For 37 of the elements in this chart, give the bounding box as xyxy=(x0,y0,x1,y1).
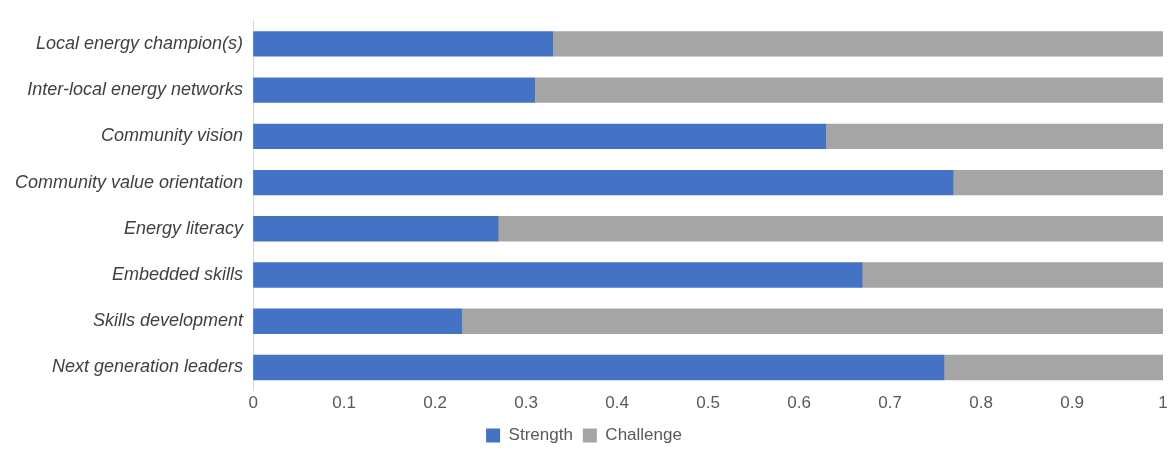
x-tick-label: 1 xyxy=(1158,393,1168,413)
y-tick-label: Skills development xyxy=(93,310,245,331)
bar xyxy=(253,308,463,334)
bar xyxy=(253,169,954,196)
y-tick-label: Inter-local energy networks xyxy=(27,79,244,100)
bar xyxy=(253,262,863,288)
x-tick-label: 0.3 xyxy=(514,393,538,413)
bar xyxy=(826,123,1163,150)
y-tick-label: Local energy champion(s) xyxy=(36,32,244,53)
x-tick-label: 0.6 xyxy=(787,393,811,413)
x-tick-label: 0 xyxy=(248,393,258,413)
y-tick-label: Energy literacy xyxy=(124,217,245,238)
bar xyxy=(253,354,945,381)
bar xyxy=(253,77,536,103)
y-tick-label: Next generation leaders xyxy=(51,356,244,377)
legend-label: Strength xyxy=(508,425,573,445)
bar xyxy=(253,31,554,57)
x-tick-label: 0.9 xyxy=(1060,393,1084,413)
x-tick-label: 0.5 xyxy=(696,393,720,413)
x-tick-label: 0.7 xyxy=(878,393,902,413)
x-tick-label: 0.1 xyxy=(332,393,356,413)
bar xyxy=(253,216,499,242)
bar xyxy=(944,354,1163,381)
y-tick-label: Embedded skills xyxy=(112,264,244,285)
bar xyxy=(862,262,1163,288)
bar xyxy=(953,169,1163,196)
bar xyxy=(253,123,827,150)
y-tick-label: Community vision xyxy=(101,125,244,146)
bar xyxy=(535,77,1163,103)
x-tick-label: 0.4 xyxy=(605,393,629,413)
y-tick-label: Community value orientation xyxy=(14,171,244,192)
bar xyxy=(462,308,1163,334)
x-tick-label: 0.8 xyxy=(969,393,993,413)
legend-label: Challenge xyxy=(605,425,682,445)
bar xyxy=(553,31,1163,57)
bar xyxy=(498,216,1163,242)
x-tick-label: 0.2 xyxy=(423,393,447,413)
